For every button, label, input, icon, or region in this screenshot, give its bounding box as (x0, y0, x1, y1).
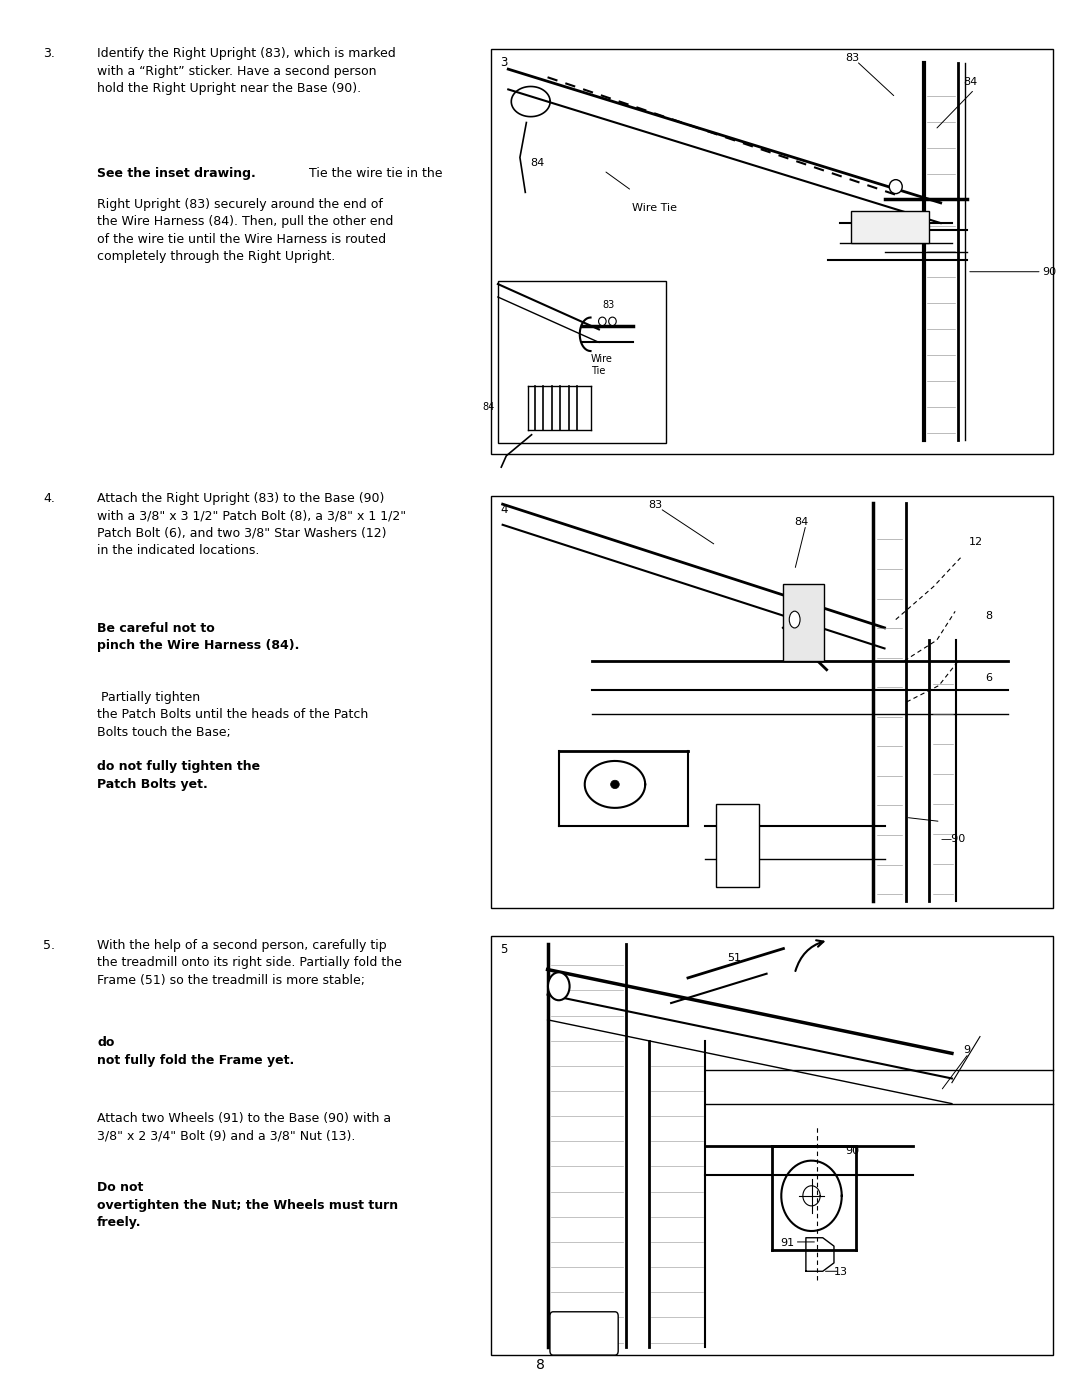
Text: 13: 13 (834, 1267, 848, 1277)
Bar (783, 584, 824, 661)
Text: See the inset drawing.: See the inset drawing. (97, 166, 256, 180)
Text: 90: 90 (1042, 267, 1056, 277)
Ellipse shape (610, 780, 619, 788)
Ellipse shape (548, 972, 569, 1000)
Text: 8: 8 (986, 612, 993, 622)
Text: Wire
Tie: Wire Tie (591, 353, 612, 376)
Bar (716, 803, 759, 887)
Text: do not fully tighten the
Patch Bolts yet.: do not fully tighten the Patch Bolts yet… (97, 760, 260, 791)
Text: 6: 6 (986, 673, 993, 683)
Text: 4.: 4. (43, 492, 55, 504)
Text: 8: 8 (536, 1358, 544, 1372)
Text: 3.: 3. (43, 47, 55, 60)
Bar (491, 49, 1053, 454)
Text: 83: 83 (649, 500, 663, 510)
Bar (491, 496, 1053, 908)
Bar (491, 936, 1053, 1355)
Text: —90: —90 (941, 834, 966, 844)
Ellipse shape (598, 317, 606, 326)
Text: 3: 3 (500, 56, 508, 68)
Bar (498, 281, 666, 443)
Text: Attach two Wheels (91) to the Base (90) with a
3/8" x 2 3/4" Bolt (9) and a 3/8": Attach two Wheels (91) to the Base (90) … (97, 1112, 391, 1143)
Text: 84: 84 (530, 158, 545, 168)
Text: 84: 84 (963, 77, 977, 87)
Text: 91: 91 (781, 1238, 795, 1248)
Ellipse shape (789, 612, 800, 629)
Text: Right Upright (83) securely around the end of
the Wire Harness (84). Then, pull : Right Upright (83) securely around the e… (97, 198, 393, 264)
Text: Wire Tie: Wire Tie (632, 203, 677, 212)
Text: 5: 5 (500, 943, 508, 956)
Text: Partially tighten
the Patch Bolts until the heads of the Patch
Bolts touch the B: Partially tighten the Patch Bolts until … (97, 692, 368, 739)
Text: do
not fully fold the Frame yet.: do not fully fold the Frame yet. (97, 1037, 295, 1067)
Ellipse shape (889, 180, 902, 194)
Text: 83: 83 (846, 53, 860, 63)
Bar (851, 211, 930, 243)
Text: Be careful not to
pinch the Wire Harness (84).: Be careful not to pinch the Wire Harness… (97, 622, 299, 652)
Text: Do not
overtighten the Nut; the Wheels must turn
freely.: Do not overtighten the Nut; the Wheels m… (97, 1182, 399, 1229)
Text: 84: 84 (483, 402, 495, 412)
Text: 90: 90 (846, 1146, 860, 1155)
Text: Attach the Right Upright (83) to the Base (90)
with a 3/8" x 3 1/2" Patch Bolt (: Attach the Right Upright (83) to the Bas… (97, 492, 406, 557)
Ellipse shape (609, 317, 617, 326)
Text: 12: 12 (969, 536, 983, 548)
Text: 9: 9 (963, 1045, 970, 1055)
Text: 83: 83 (603, 300, 615, 310)
FancyBboxPatch shape (550, 1312, 618, 1355)
Text: 84: 84 (795, 517, 809, 527)
Text: 5.: 5. (43, 939, 55, 951)
Text: Identify the Right Upright (83), which is marked
with a “Right” sticker. Have a : Identify the Right Upright (83), which i… (97, 47, 396, 95)
Text: 4: 4 (500, 503, 508, 515)
Text: Tie the wire tie in the: Tie the wire tie in the (305, 166, 442, 180)
Text: 51: 51 (727, 953, 741, 963)
Text: With the help of a second person, carefully tip
the treadmill onto its right sid: With the help of a second person, carefu… (97, 939, 402, 986)
